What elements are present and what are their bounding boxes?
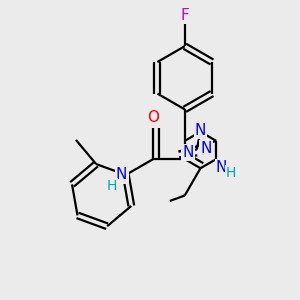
Text: H: H xyxy=(107,179,117,194)
Text: N: N xyxy=(216,160,227,175)
Text: H: H xyxy=(226,166,236,180)
Text: F: F xyxy=(180,8,189,23)
Text: N: N xyxy=(116,167,127,182)
Text: N: N xyxy=(195,123,206,138)
Text: O: O xyxy=(147,110,159,124)
Text: N: N xyxy=(182,145,194,160)
Text: N: N xyxy=(200,141,212,156)
